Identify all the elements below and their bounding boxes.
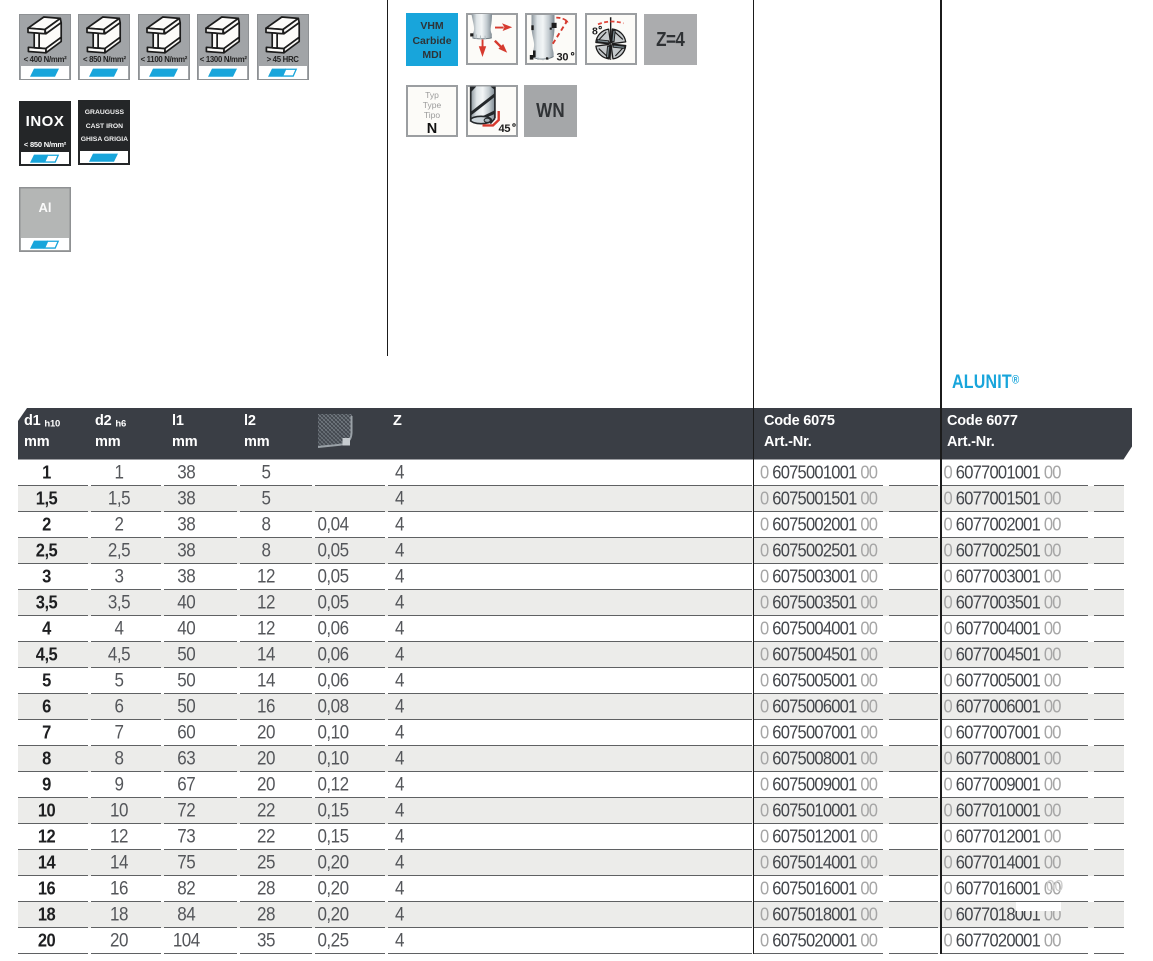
svg-text:30: 30	[557, 52, 569, 64]
svg-text:8: 8	[592, 26, 598, 38]
svg-text:45: 45	[499, 123, 511, 135]
